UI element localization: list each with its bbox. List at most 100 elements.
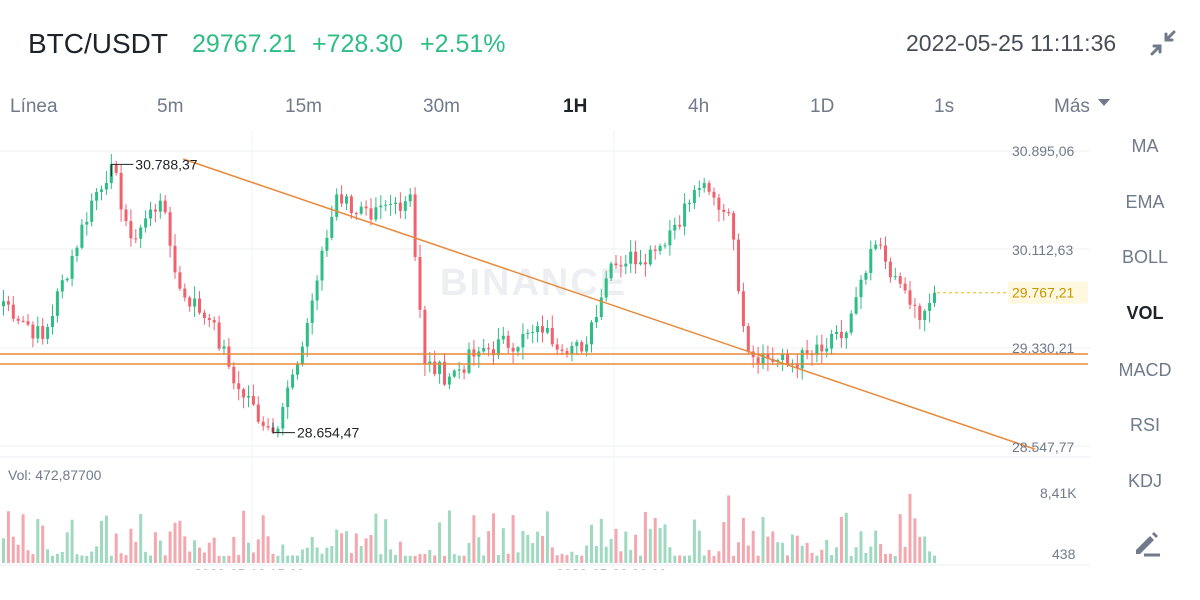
candle-body (869, 248, 873, 273)
pencil-draw-icon[interactable] (1130, 526, 1162, 558)
indicator-rsi[interactable]: RSI (1129, 415, 1160, 435)
volume-bar (330, 546, 334, 563)
candle-body (555, 344, 559, 350)
candle-body (85, 221, 89, 225)
tab-1h[interactable]: 1H (563, 96, 588, 117)
volume-bar (830, 554, 834, 563)
volume-bar (501, 528, 505, 563)
candle-body (65, 278, 69, 281)
indicator-boll[interactable]: BOLL (1121, 247, 1169, 267)
volume-bar (928, 551, 932, 563)
tab-30m[interactable]: 30m (423, 96, 460, 117)
current-price-box (1008, 281, 1088, 304)
candle-body (261, 421, 265, 427)
volume-bar (879, 544, 883, 563)
indicator-macd[interactable]: MACD (1118, 360, 1172, 380)
candle-body (839, 331, 843, 339)
tab-5m[interactable]: 5m (157, 96, 184, 117)
tab-line[interactable]: Línea (10, 96, 58, 117)
price-axis-label: 30.895,06 (1012, 143, 1074, 159)
volume-bar (242, 510, 246, 563)
volume-bar (256, 539, 260, 563)
candle-body (893, 276, 897, 278)
volume-bar (438, 522, 442, 563)
indicator-kdj[interactable]: KDJ (1127, 471, 1162, 491)
candle-body (443, 361, 446, 385)
volume-bar (144, 551, 148, 563)
volume-bar (634, 534, 638, 563)
collapse-arrows-icon[interactable] (1148, 28, 1178, 58)
volume-bar (555, 555, 559, 563)
candle-body (403, 201, 407, 211)
tab-1s[interactable]: 1s (934, 96, 955, 117)
candle-body (423, 309, 427, 365)
volume-bar (354, 533, 358, 563)
volume-bar (413, 555, 417, 563)
price-chart[interactable]: BINANCE 29.767,21 30.895,06 30.112,63 29.330… (0, 130, 1095, 570)
tab-more[interactable]: Más (1054, 96, 1110, 118)
volume-bar (673, 555, 677, 563)
candle-body (222, 346, 226, 349)
candle-body (795, 363, 799, 369)
volume-bar (134, 541, 138, 563)
volume-bar (575, 554, 579, 563)
low-annotation: 28.654,47 (297, 425, 359, 441)
candle-body (36, 326, 40, 339)
volume-bar (624, 531, 628, 563)
tab-4h[interactable]: 4h (688, 96, 710, 117)
candles (2, 154, 936, 563)
candle-body (844, 332, 848, 339)
candle-body (590, 322, 593, 345)
candle-body (104, 183, 108, 190)
volume-bar (874, 530, 878, 563)
volume-bar (854, 547, 858, 563)
volume-bar (560, 553, 564, 563)
candle-body (256, 404, 260, 422)
volume-bar (737, 542, 740, 563)
candle-body (168, 212, 172, 246)
volume-bar (433, 555, 437, 563)
candle-body (447, 376, 451, 385)
indicator-ma[interactable]: MA (1131, 136, 1159, 156)
volume-bar (65, 532, 69, 563)
candle-body (100, 189, 103, 192)
volume-bar (16, 544, 20, 563)
volume-bar (639, 555, 642, 563)
candle-body (604, 278, 608, 298)
candle-body (859, 279, 863, 298)
candle-body (805, 350, 809, 354)
candle-body (183, 288, 187, 298)
volume-bar (776, 542, 780, 563)
volume-bar (85, 555, 89, 563)
candle-body (46, 326, 50, 339)
tab-1d[interactable]: 1D (810, 96, 835, 117)
volume-bar (536, 531, 540, 563)
tab-15m[interactable]: 15m (285, 96, 322, 117)
candle-body (384, 204, 388, 206)
candle-body (835, 331, 838, 334)
candle-body (207, 318, 211, 321)
candle-body (305, 322, 309, 347)
candle-body (565, 350, 569, 355)
volume-bar (198, 547, 201, 563)
candle-body (933, 292, 936, 304)
volume-bar (732, 555, 736, 563)
candle-body (119, 172, 123, 210)
candle-body (330, 216, 334, 238)
indicator-vol[interactable]: VOL (1126, 303, 1164, 323)
candle-body (737, 239, 740, 292)
pair-title[interactable]: BTC/USDT (28, 28, 168, 59)
candle-body (276, 428, 280, 433)
volume-bar (496, 554, 500, 563)
volume-bar (697, 530, 701, 563)
candle-body (114, 164, 118, 173)
volume-bar (790, 534, 794, 563)
volume-bar (212, 537, 216, 563)
volume-bar (844, 512, 848, 563)
indicator-ema[interactable]: EMA (1125, 192, 1165, 212)
volume-bar (482, 555, 486, 563)
high-annotation: 30.788,37 (135, 156, 197, 172)
candle-body (158, 200, 162, 212)
caret-down-icon (1097, 99, 1110, 106)
volume-bar (340, 533, 344, 563)
